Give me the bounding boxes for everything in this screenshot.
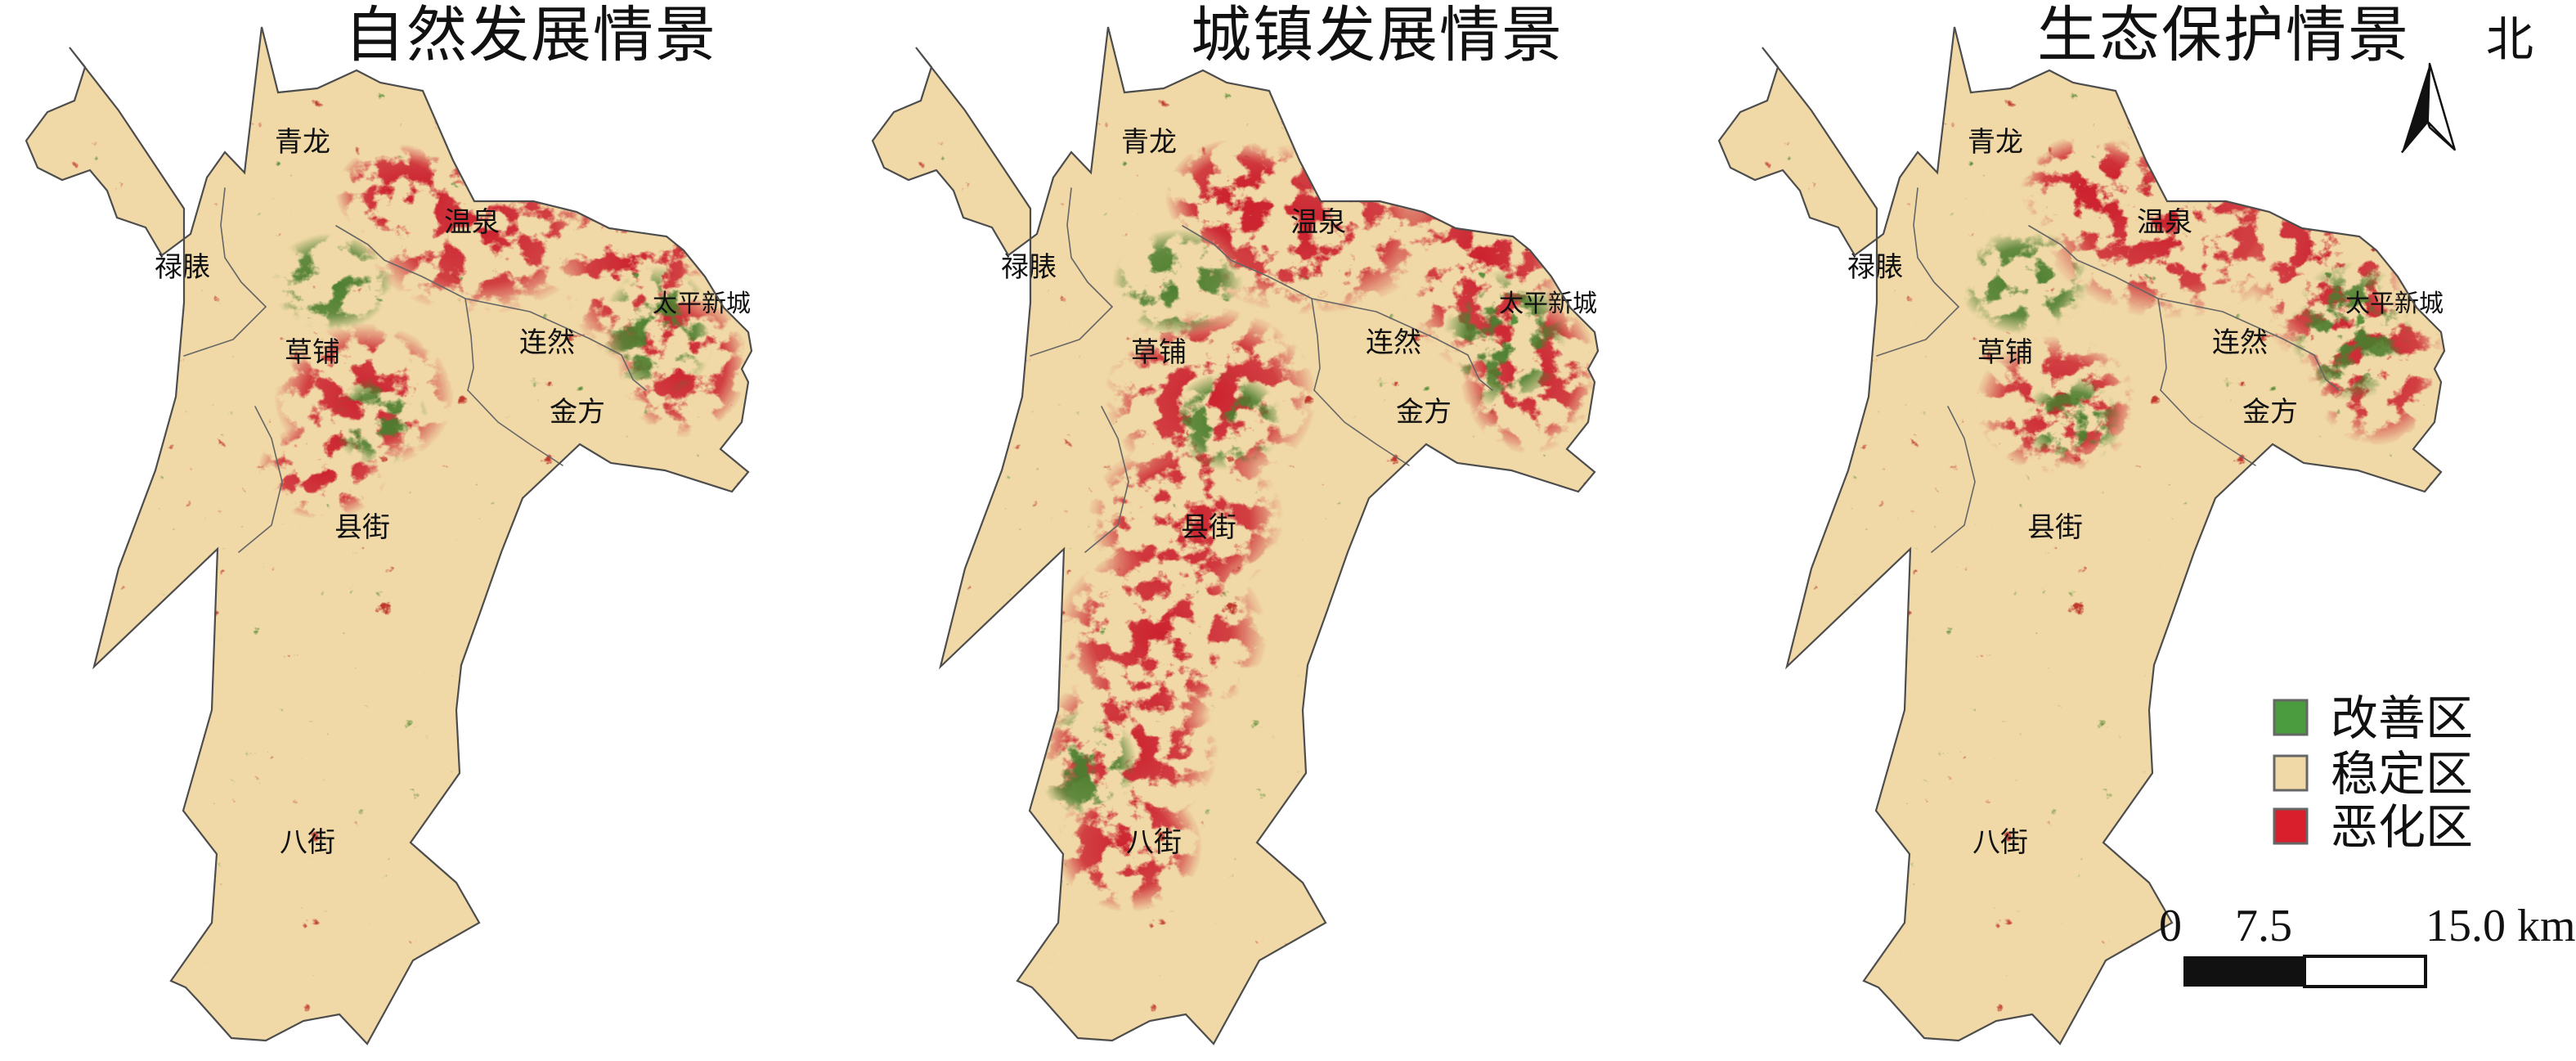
svg-text:15.0 km: 15.0 km [2426,901,2576,951]
svg-text:改善区: 改善区 [2331,692,2473,745]
svg-text:城镇发展情景: 城镇发展情景 [1191,2,1564,70]
svg-text:北: 北 [2486,13,2533,66]
svg-text:7.5: 7.5 [2235,901,2292,951]
svg-text:生态保护情景: 生态保护情景 [2037,2,2410,70]
svg-text:自然发展情景: 自然发展情景 [344,2,717,70]
svg-text:0: 0 [2159,901,2182,951]
svg-text:恶化区: 恶化区 [2331,801,2473,854]
svg-text:稳定区: 稳定区 [2331,748,2473,801]
